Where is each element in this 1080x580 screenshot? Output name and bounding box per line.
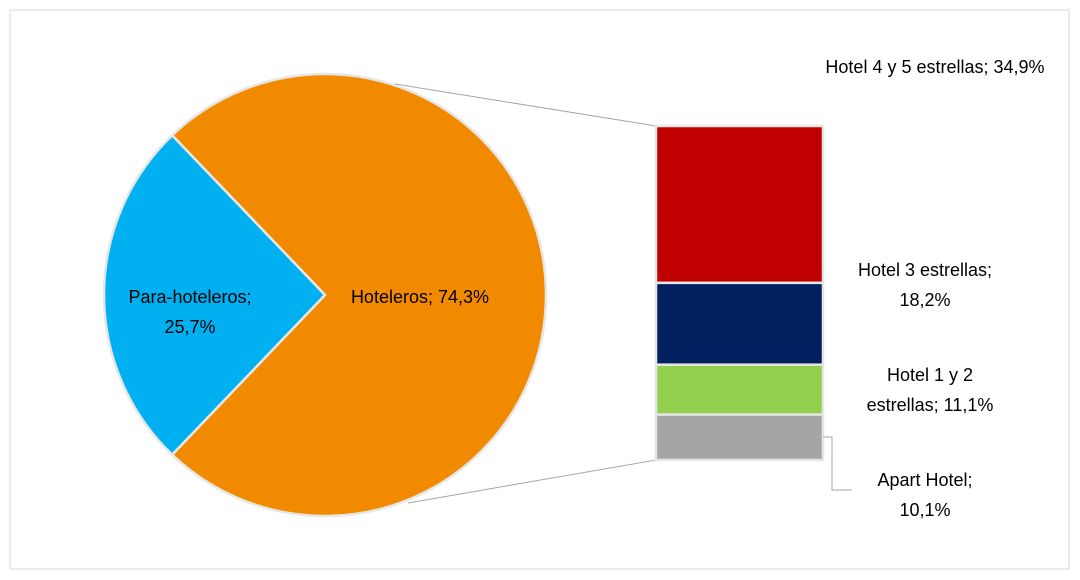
category-label: Hotel 1 y 2 estrellas; [866,365,974,415]
value-label: 11,1% [943,395,994,415]
connector-line [394,83,657,127]
data-label: Hotel 4 y 5 estrellas; 34,9% [820,52,1050,82]
category-label: Hoteleros; [350,287,433,307]
category-label: Para-hoteleros; [128,287,252,307]
data-label: Hotel 1 y 2 estrellas; 11,1% [850,360,1010,420]
category-label: Apart Hotel; [877,470,973,490]
data-label: Para-hoteleros; 25,7% [125,282,255,342]
leader-line [823,436,852,491]
value-label: 18,2% [899,290,951,310]
bar-segment [654,124,825,285]
bar-segment [654,363,825,416]
value-label: 74,3% [438,287,490,307]
category-label: Hotel 3 estrellas; [857,260,993,280]
pie-slice [102,133,327,457]
bar-segment [654,281,825,366]
connector-line [407,459,657,504]
category-label: Hotel 4 y 5 estrellas; [825,57,989,77]
pie-slice [170,72,548,518]
data-label: Hotel 3 estrellas; 18,2% [840,255,1010,315]
bar-segment [654,413,825,462]
data-label: Apart Hotel; 10,1% [860,465,990,525]
value-label: 25,7% [164,317,216,337]
value-label: 10,1% [899,500,951,520]
data-label: Hoteleros; 74,3% [310,282,530,312]
value-label: 34,9% [993,57,1045,77]
